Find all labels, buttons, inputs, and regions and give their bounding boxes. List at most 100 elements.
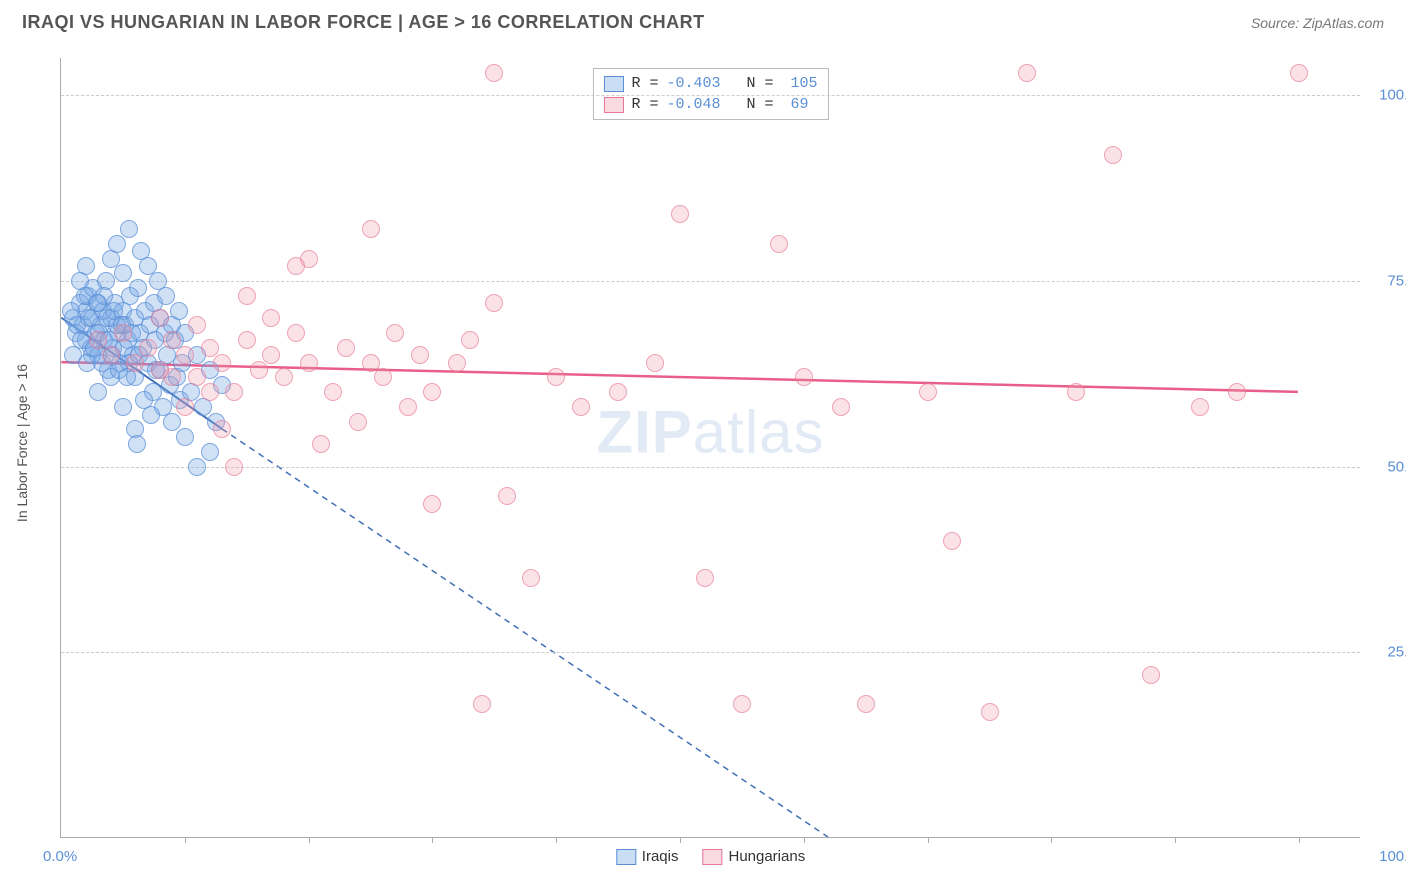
- scatter-point: [423, 383, 441, 401]
- legend-label: Hungarians: [728, 848, 805, 865]
- y-tick-label: 25.0%: [1387, 644, 1406, 661]
- legend-label: Iraqis: [642, 848, 679, 865]
- x-min-label: 0.0%: [43, 848, 77, 865]
- x-tick: [1299, 837, 1300, 843]
- scatter-point: [696, 569, 714, 587]
- y-tick-label: 75.0%: [1387, 272, 1406, 289]
- scatter-point: [142, 406, 160, 424]
- scatter-point: [176, 398, 194, 416]
- scatter-point: [943, 532, 961, 550]
- n-value: 69: [782, 96, 809, 113]
- y-tick-label: 50.0%: [1387, 458, 1406, 475]
- legend-item: Iraqis: [616, 848, 679, 865]
- scatter-point: [213, 354, 231, 372]
- scatter-point: [312, 435, 330, 453]
- scatter-point: [349, 413, 367, 431]
- scatter-point: [163, 413, 181, 431]
- scatter-point: [1104, 146, 1122, 164]
- scatter-point: [225, 383, 243, 401]
- grid-line: [61, 281, 1360, 282]
- scatter-point: [337, 339, 355, 357]
- scatter-point: [522, 569, 540, 587]
- scatter-point: [201, 383, 219, 401]
- scatter-point: [733, 695, 751, 713]
- trend-lines-svg: [61, 58, 1360, 837]
- n-label: N =: [729, 96, 774, 113]
- scatter-point: [795, 368, 813, 386]
- scatter-point: [461, 331, 479, 349]
- scatter-point: [919, 383, 937, 401]
- scatter-point: [114, 324, 132, 342]
- x-tick: [432, 837, 433, 843]
- scatter-point: [399, 398, 417, 416]
- y-axis-label: In Labor Force | Age > 16: [14, 364, 30, 522]
- scatter-point: [170, 302, 188, 320]
- scatter-point: [300, 354, 318, 372]
- scatter-point: [201, 339, 219, 357]
- scatter-point: [857, 695, 875, 713]
- scatter-point: [238, 331, 256, 349]
- series-legend: Iraqis Hungarians: [616, 848, 805, 865]
- scatter-point: [1142, 666, 1160, 684]
- scatter-point: [129, 279, 147, 297]
- x-max-label: 100.0%: [1379, 848, 1406, 865]
- scatter-point: [1067, 383, 1085, 401]
- scatter-point: [423, 495, 441, 513]
- scatter-point: [163, 368, 181, 386]
- scatter-point: [485, 64, 503, 82]
- scatter-point: [114, 398, 132, 416]
- plot-area: ZIPatlas R = -0.403 N = 105R = -0.048 N …: [60, 58, 1360, 838]
- legend-swatch: [616, 849, 636, 865]
- r-value: -0.048: [666, 96, 720, 113]
- scatter-point: [362, 354, 380, 372]
- scatter-point: [225, 458, 243, 476]
- x-tick: [928, 837, 929, 843]
- scatter-point: [547, 368, 565, 386]
- scatter-point: [77, 257, 95, 275]
- scatter-point: [287, 324, 305, 342]
- scatter-point: [275, 368, 293, 386]
- scatter-point: [485, 294, 503, 312]
- scatter-point: [250, 361, 268, 379]
- source-attribution: Source: ZipAtlas.com: [1251, 15, 1384, 31]
- scatter-point: [981, 703, 999, 721]
- scatter-point: [262, 309, 280, 327]
- chart-title: IRAQI VS HUNGARIAN IN LABOR FORCE | AGE …: [22, 12, 705, 33]
- x-tick: [185, 837, 186, 843]
- legend-swatch: [603, 97, 623, 113]
- correlation-legend: R = -0.403 N = 105R = -0.048 N = 69: [592, 68, 828, 120]
- scatter-point: [1290, 64, 1308, 82]
- scatter-point: [498, 487, 516, 505]
- scatter-point: [671, 205, 689, 223]
- scatter-point: [213, 420, 231, 438]
- scatter-point: [157, 287, 175, 305]
- x-tick: [309, 837, 310, 843]
- scatter-point: [176, 428, 194, 446]
- scatter-point: [188, 316, 206, 334]
- scatter-point: [89, 383, 107, 401]
- scatter-point: [163, 331, 181, 349]
- x-tick: [1175, 837, 1176, 843]
- x-tick: [1051, 837, 1052, 843]
- scatter-point: [126, 354, 144, 372]
- legend-stat-row: R = -0.403 N = 105: [603, 73, 817, 94]
- x-tick: [804, 837, 805, 843]
- scatter-point: [1191, 398, 1209, 416]
- grid-line: [61, 652, 1360, 653]
- trend-line-dashed: [222, 429, 828, 837]
- scatter-point: [832, 398, 850, 416]
- legend-item: Hungarians: [702, 848, 805, 865]
- scatter-point: [201, 443, 219, 461]
- scatter-point: [770, 235, 788, 253]
- scatter-point: [151, 309, 169, 327]
- scatter-point: [473, 695, 491, 713]
- scatter-point: [1228, 383, 1246, 401]
- scatter-point: [176, 346, 194, 364]
- scatter-point: [362, 220, 380, 238]
- watermark: ZIPatlas: [596, 397, 824, 466]
- legend-stat-row: R = -0.048 N = 69: [603, 94, 817, 115]
- r-label: R =: [631, 96, 658, 113]
- scatter-point: [646, 354, 664, 372]
- scatter-point: [188, 458, 206, 476]
- grid-line: [61, 95, 1360, 96]
